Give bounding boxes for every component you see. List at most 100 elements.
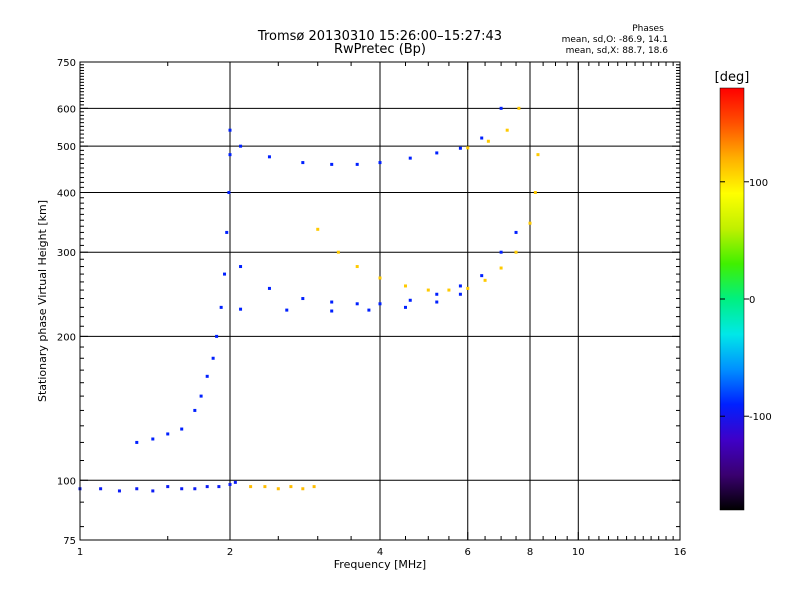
data-point bbox=[466, 286, 470, 290]
data-point bbox=[99, 487, 103, 491]
data-point bbox=[435, 151, 439, 155]
data-point bbox=[499, 106, 503, 110]
data-point bbox=[267, 155, 271, 159]
data-point bbox=[458, 284, 462, 288]
data-point bbox=[233, 480, 237, 484]
data-point bbox=[117, 489, 121, 493]
data-point bbox=[228, 482, 232, 486]
plot-grid bbox=[80, 62, 680, 540]
data-point bbox=[135, 440, 139, 444]
data-point bbox=[180, 427, 184, 431]
data-point bbox=[533, 190, 537, 194]
data-point bbox=[517, 106, 521, 110]
data-point bbox=[228, 153, 232, 157]
data-point bbox=[447, 288, 451, 292]
data-point bbox=[378, 276, 382, 280]
data-point bbox=[499, 250, 503, 254]
y-tick-label: 400 bbox=[57, 188, 76, 199]
x-tick-label: 10 bbox=[572, 547, 585, 558]
x-tick-label: 8 bbox=[527, 547, 533, 558]
data-point bbox=[330, 162, 334, 166]
data-point bbox=[223, 272, 227, 276]
data-point bbox=[211, 356, 215, 360]
data-point bbox=[435, 300, 439, 304]
stats-heading: Phases bbox=[632, 24, 664, 34]
data-point bbox=[193, 487, 197, 491]
data-point bbox=[480, 274, 484, 278]
y-tick-label: 300 bbox=[57, 248, 76, 259]
x-axis-ticks: 1 2 4 6 8 10 16 bbox=[77, 62, 687, 558]
data-point bbox=[289, 485, 293, 489]
data-point bbox=[483, 278, 487, 282]
data-point bbox=[514, 250, 518, 254]
data-point bbox=[408, 298, 412, 302]
data-point bbox=[228, 128, 232, 132]
data-point bbox=[499, 266, 503, 270]
data-point bbox=[301, 487, 305, 491]
data-point bbox=[239, 307, 243, 311]
data-point bbox=[458, 292, 462, 296]
data-point bbox=[227, 190, 231, 194]
data-point bbox=[336, 250, 340, 254]
data-point bbox=[378, 161, 382, 165]
x-tick-label: 4 bbox=[377, 547, 383, 558]
data-point bbox=[151, 437, 155, 441]
stats-line-x: mean, sd,X: 88.7, 18.6 bbox=[566, 46, 669, 56]
y-axis-ticks: 75 100 200 300 400 500 600 750 bbox=[57, 58, 680, 547]
data-point bbox=[217, 485, 221, 489]
colorbar-tick-label: -100 bbox=[749, 412, 772, 423]
data-point bbox=[316, 227, 320, 231]
data-point bbox=[267, 286, 271, 290]
data-point bbox=[466, 146, 470, 150]
data-point bbox=[219, 305, 223, 309]
data-point bbox=[276, 487, 280, 491]
x-tick-label: 6 bbox=[465, 547, 471, 558]
data-point bbox=[180, 487, 184, 491]
data-point bbox=[312, 485, 316, 489]
data-point bbox=[403, 284, 407, 288]
data-point bbox=[514, 230, 518, 234]
data-point bbox=[355, 162, 359, 166]
data-point bbox=[536, 153, 540, 157]
x-tick-label: 2 bbox=[227, 547, 233, 558]
data-point bbox=[330, 300, 334, 304]
data-points bbox=[78, 106, 540, 493]
data-point bbox=[435, 292, 439, 296]
data-point bbox=[205, 485, 209, 489]
chart-title: Tromsø 20130310 15:26:00–15:27:43 bbox=[257, 29, 502, 44]
data-point bbox=[528, 221, 532, 225]
stats-line-o: mean, sd,O: -86.9, 14.1 bbox=[562, 35, 668, 45]
y-tick-label: 200 bbox=[57, 332, 76, 343]
x-tick-label: 16 bbox=[674, 547, 687, 558]
chart-subtitle: RwPretec (Bp) bbox=[334, 42, 426, 57]
data-point bbox=[239, 144, 243, 148]
data-point bbox=[355, 265, 359, 269]
data-point bbox=[193, 408, 197, 412]
data-point bbox=[480, 136, 484, 140]
data-point bbox=[458, 146, 462, 150]
y-tick-label: 600 bbox=[57, 104, 76, 115]
y-axis-label: Stationary phase Virtual Height [km] bbox=[36, 200, 49, 402]
data-point bbox=[166, 432, 170, 436]
data-point bbox=[403, 305, 407, 309]
x-axis-label: Frequency [MHz] bbox=[334, 558, 426, 571]
data-point bbox=[301, 297, 305, 301]
data-point bbox=[367, 308, 371, 312]
y-tick-label: 75 bbox=[63, 536, 76, 547]
data-point bbox=[285, 308, 289, 312]
data-point bbox=[263, 485, 267, 489]
y-tick-label: 100 bbox=[57, 476, 76, 487]
data-point bbox=[205, 374, 209, 378]
data-point bbox=[151, 489, 155, 493]
data-point bbox=[166, 485, 170, 489]
colorbar-ticks: 100 0 -100 bbox=[720, 178, 772, 423]
colorbar-label: [deg] bbox=[715, 70, 750, 85]
data-point bbox=[199, 394, 203, 398]
x-tick-label: 1 bbox=[77, 547, 83, 558]
y-tick-label: 500 bbox=[57, 142, 76, 153]
data-point bbox=[355, 302, 359, 306]
data-point bbox=[378, 302, 382, 306]
data-point bbox=[239, 265, 243, 269]
data-point bbox=[408, 156, 412, 160]
data-point bbox=[426, 288, 430, 292]
